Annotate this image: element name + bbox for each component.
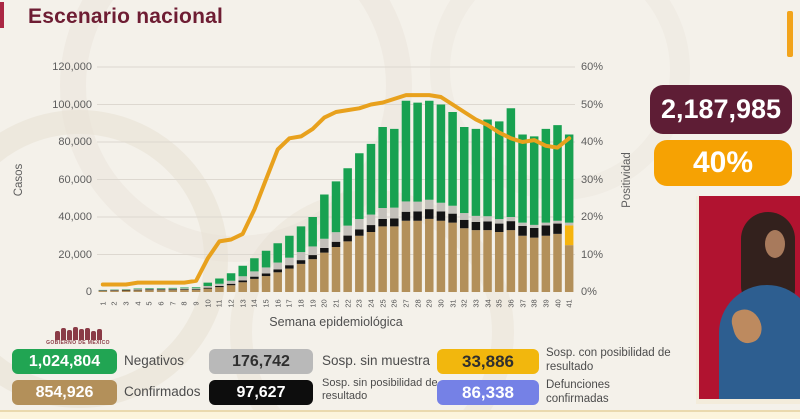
y-axis-ticks-right: 0% 10% 20% 30% 40% 50% 60% (581, 61, 604, 298)
legend-chip-sosp-sin-muestra: 176,742 (209, 349, 313, 374)
legend-label-sosp-sin-posibilidad: Sosp. sin posibilidad de resultado (322, 377, 438, 403)
stacked-bar-and-line-plot (97, 66, 575, 293)
legend-chip-negativos: 1,024,804 (12, 349, 117, 374)
legend-label-defunciones: Defunciones confirmadas (546, 379, 610, 405)
orange-edge-strip-decoration (787, 11, 793, 57)
sosp-sin-muestra-value: 176,742 (232, 352, 290, 370)
defunciones-value: 86,338 (462, 382, 514, 402)
watermark-text: GOBIERNO DE MÉXICO (46, 340, 110, 346)
total-studied-value: 2,187,985 (660, 94, 782, 124)
epidemic-week-chart (97, 66, 575, 293)
total-studied-badge: 2,187,985 (650, 85, 792, 134)
gobierno-de-mexico-watermark: GOBIERNO DE MÉXICO (40, 327, 116, 346)
legend-label-negativos: Negativos (124, 353, 185, 368)
watermark-figures (40, 327, 116, 340)
negativos-value: 1,024,804 (28, 352, 101, 370)
legend-chip-sosp-sin-posibilidad: 97,627 (209, 380, 313, 405)
interpreter-body (719, 285, 800, 399)
legend-label-confirmados: Confirmados (124, 384, 201, 399)
x-axis-label: Semana epidemiológica (269, 315, 403, 329)
corner-accent-mark (0, 2, 4, 28)
legend-chip-confirmados: 854,926 (12, 380, 117, 405)
bottom-cream-strip (0, 410, 800, 419)
legend-chip-defunciones: 86,338 (437, 380, 539, 405)
legend-label-sosp-con-posibilidad: Sosp. con posibilidad de resultado (546, 347, 671, 373)
legend-label-sosp-sin-muestra: Sosp. sin muestra (322, 353, 431, 368)
interpreter-face (765, 230, 785, 258)
interpreter-video (696, 196, 800, 404)
positivity-value: 40% (692, 146, 754, 179)
positivity-badge: 40% (654, 140, 792, 186)
x-axis-ticks: 1 2 3 4 5 6 7 8 9 10 11 12 13 14 15 16 17 18 19 20 21 22 23 24 2… (98, 299, 574, 308)
confirmados-value: 854,926 (35, 383, 94, 401)
y-axis-ticks-left: 0 20,000 40,000 60,000 80,000 100,000 120,000 (52, 61, 92, 298)
page-title: Escenario nacional (28, 5, 224, 28)
sosp-sin-posibilidad-value: 97,627 (236, 383, 286, 401)
y-axis-label-positividad: Positividad (621, 151, 633, 208)
sosp-con-posibilidad-value: 33,886 (462, 351, 514, 371)
legend-chip-sosp-con-posibilidad: 33,886 (437, 349, 539, 374)
